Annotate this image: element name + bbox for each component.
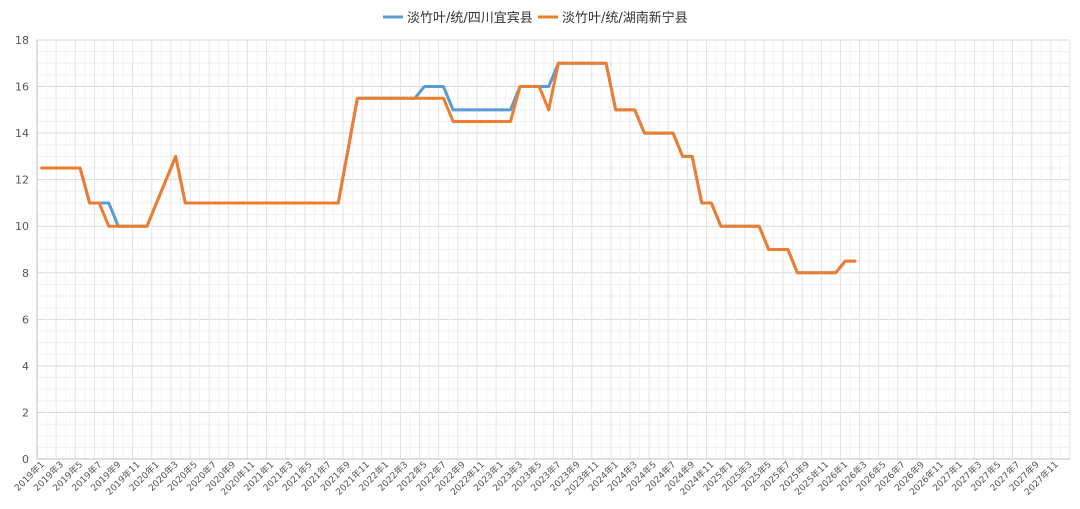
legend-label-2: 淡竹叶/统/湖南新宁县 [562,10,688,26]
y-tick-label: 14 [15,127,29,140]
y-tick-label: 0 [22,453,29,466]
y-tick-label: 8 [22,267,29,280]
y-tick-label: 10 [15,220,29,233]
y-tick-label: 18 [15,34,29,47]
legend-label-1: 淡竹叶/统/四川宜宾县 [407,10,533,26]
y-tick-label: 6 [22,313,29,326]
y-tick-label: 16 [15,81,29,94]
y-tick-label: 4 [22,360,29,373]
series-line-2 [40,61,857,275]
y-tick-label: 2 [22,406,29,419]
y-tick-label: 12 [15,174,29,187]
